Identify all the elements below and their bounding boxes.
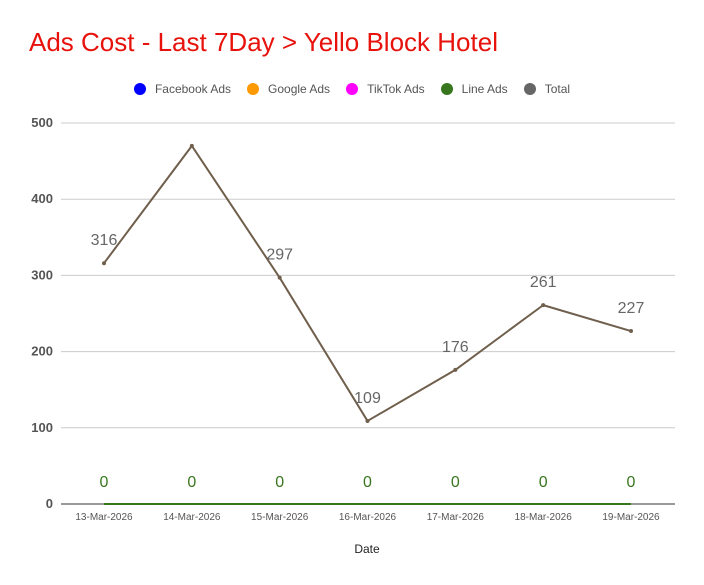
legend-label: Facebook Ads <box>154 82 232 96</box>
data-label: 109 <box>354 390 381 407</box>
data-label: 297 <box>266 247 293 264</box>
data-label: 0 <box>627 474 636 491</box>
x-tick-label: 18-Mar-2026 <box>515 512 573 523</box>
x-tick-label: 16-Mar-2026 <box>339 512 397 523</box>
y-tick-label: 100 <box>31 420 53 435</box>
data-label: 176 <box>442 339 469 356</box>
x-tick-label: 15-Mar-2026 <box>251 512 309 523</box>
legend-label: TikTok Ads <box>367 82 425 96</box>
x-axis-label: Date <box>354 542 380 556</box>
legend-marker <box>523 83 536 95</box>
data-point <box>541 303 546 308</box>
x-axis-tick-labels: 13-Mar-2026 14-Mar-2026 15-Mar-2026 16-Mar-… <box>75 512 660 523</box>
series-lines <box>102 143 633 505</box>
data-label: 0 <box>539 474 548 491</box>
legend-label: Line Ads <box>461 82 508 96</box>
legend-marker <box>247 83 260 95</box>
y-tick-label: 0 <box>46 496 53 511</box>
legend-item-total[interactable]: Total <box>523 82 571 96</box>
data-label: 0 <box>275 474 284 491</box>
data-labels: 0 0 0 0 0 0 0 316 297 109 176 261 227 <box>91 232 645 491</box>
legend-marker <box>133 83 146 95</box>
legend-item-google-ads[interactable]: Google Ads <box>247 82 330 96</box>
data-point <box>629 329 633 334</box>
chart-legend: Facebook Ads Google Ads TikTok Ads Line … <box>0 80 704 98</box>
x-tick-label: 17-Mar-2026 <box>427 512 485 523</box>
legend-marker <box>440 83 453 95</box>
data-point <box>189 143 194 148</box>
y-tick-label: 500 <box>31 115 53 130</box>
legend-marker <box>346 83 359 95</box>
y-tick-label: 400 <box>31 191 53 206</box>
data-label: 0 <box>363 474 372 491</box>
chart-title: Ads Cost - Last 7Day > Yello Block Hotel <box>29 27 498 57</box>
x-tick-label: 19-Mar-2026 <box>602 512 660 523</box>
data-point <box>453 367 458 372</box>
x-tick-label: 13-Mar-2026 <box>75 512 133 523</box>
legend-item-facebook-ads[interactable]: Facebook Ads <box>133 82 232 96</box>
legend-label: Total <box>544 82 571 96</box>
data-label: 0 <box>100 474 109 491</box>
y-tick-label: 300 <box>31 267 53 282</box>
data-point <box>365 418 370 423</box>
data-label: 261 <box>530 274 557 291</box>
y-tick-label: 200 <box>31 344 53 359</box>
data-point <box>277 275 282 280</box>
y-axis-tick-labels: 0 100 200 300 400 500 <box>31 115 53 511</box>
data-label: 227 <box>618 300 645 317</box>
gridlines <box>61 122 675 505</box>
data-label: 316 <box>91 232 118 249</box>
x-tick-label: 14-Mar-2026 <box>163 512 221 523</box>
data-label: 0 <box>451 474 460 491</box>
legend-item-line-ads[interactable]: Line Ads <box>440 82 508 96</box>
legend-item-tiktok-ads[interactable]: TikTok Ads <box>346 82 425 96</box>
legend-label: Google Ads <box>268 82 331 96</box>
data-label: 0 <box>187 474 196 491</box>
data-point <box>102 261 106 266</box>
